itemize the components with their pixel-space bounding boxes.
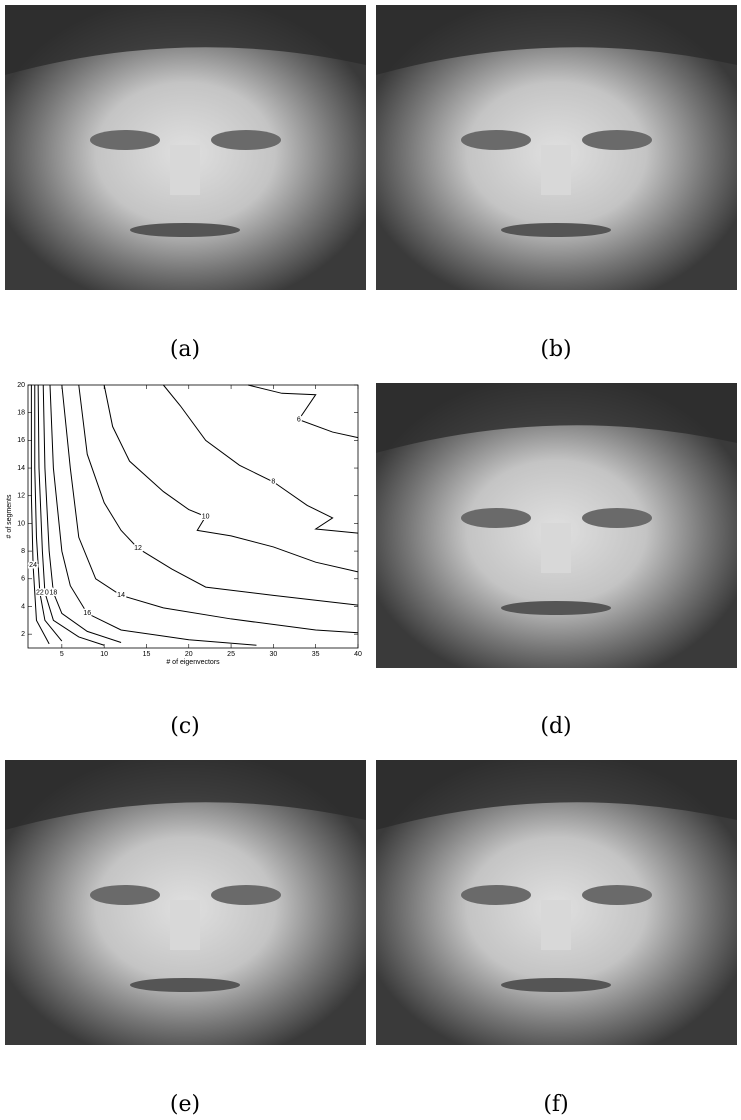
nose: [170, 900, 200, 950]
hair: [5, 760, 366, 830]
y-tick-label: 18: [17, 410, 25, 417]
x-tick-label: 30: [269, 651, 277, 658]
x-tick-label: 35: [312, 651, 320, 658]
caption: (c): [170, 714, 200, 739]
face-image: [376, 760, 737, 1045]
y-tick-label: 20: [17, 382, 25, 389]
x-tick-label: 10: [100, 651, 108, 658]
contour-line: [34, 385, 63, 642]
y-tick-label: 4: [21, 603, 25, 610]
eye: [582, 885, 652, 905]
contour-line: [42, 384, 122, 643]
x-tick-label: 15: [143, 651, 151, 658]
caption: (a): [170, 337, 200, 362]
contour-line: [37, 384, 105, 646]
hair: [376, 760, 737, 830]
x-tick-label: 20: [185, 651, 193, 658]
contour-label: 12: [134, 545, 142, 552]
contour-label: 22: [36, 589, 44, 596]
x-tick-label: 5: [60, 651, 64, 658]
contour-line: [78, 384, 359, 606]
caption: (d): [540, 714, 571, 739]
eye: [582, 130, 652, 150]
contour-line: [247, 384, 359, 439]
y-tick-label: 14: [17, 465, 25, 472]
contour-line: [162, 384, 359, 534]
caption: (b): [540, 337, 571, 362]
contour-label: 16: [83, 610, 91, 617]
contour-label: 6: [297, 416, 301, 423]
y-tick-label: 16: [17, 437, 25, 444]
y-tick-label: 8: [21, 548, 25, 555]
contour-label: 10: [202, 513, 210, 520]
y-tick-label: 12: [17, 493, 25, 500]
contour-line: [61, 384, 359, 634]
contour-line: [30, 385, 50, 645]
face-image: [376, 5, 737, 290]
caption: (e): [170, 1092, 200, 1117]
nose: [170, 145, 200, 195]
y-tick-label: 10: [17, 520, 25, 527]
x-tick-label: 40: [354, 651, 362, 658]
contour-label: 8: [271, 479, 275, 486]
y-axis-label: # of segments: [6, 494, 13, 538]
contour-label: 18: [49, 589, 57, 596]
contour-line: [49, 384, 257, 646]
nose: [541, 523, 571, 573]
eye: [211, 130, 281, 150]
contour-label: 24: [29, 562, 37, 569]
x-axis-label: # of eigenvectors: [166, 659, 220, 666]
hair: [5, 5, 366, 75]
mouth: [501, 978, 611, 992]
contour-label: 20: [41, 589, 49, 596]
face-image: [5, 5, 366, 290]
mouth: [501, 223, 611, 237]
face-image: [376, 383, 737, 668]
hair: [376, 383, 737, 453]
face-image: [5, 760, 366, 1045]
hair: [376, 5, 737, 75]
nose: [541, 145, 571, 195]
eye: [211, 885, 281, 905]
eye: [582, 508, 652, 528]
mouth: [130, 223, 240, 237]
contour-label: 14: [117, 592, 125, 599]
mouth: [501, 601, 611, 615]
caption: (f): [543, 1092, 568, 1117]
plot-frame: [27, 384, 359, 649]
eye: [90, 885, 160, 905]
eye: [461, 885, 531, 905]
y-tick-label: 6: [21, 576, 25, 583]
y-tick-label: 2: [21, 631, 25, 638]
contour-line: [103, 384, 359, 573]
nose: [541, 900, 571, 950]
eye: [461, 130, 531, 150]
eye: [90, 130, 160, 150]
eye: [461, 508, 531, 528]
mouth: [130, 978, 240, 992]
x-tick-label: 25: [227, 651, 235, 658]
